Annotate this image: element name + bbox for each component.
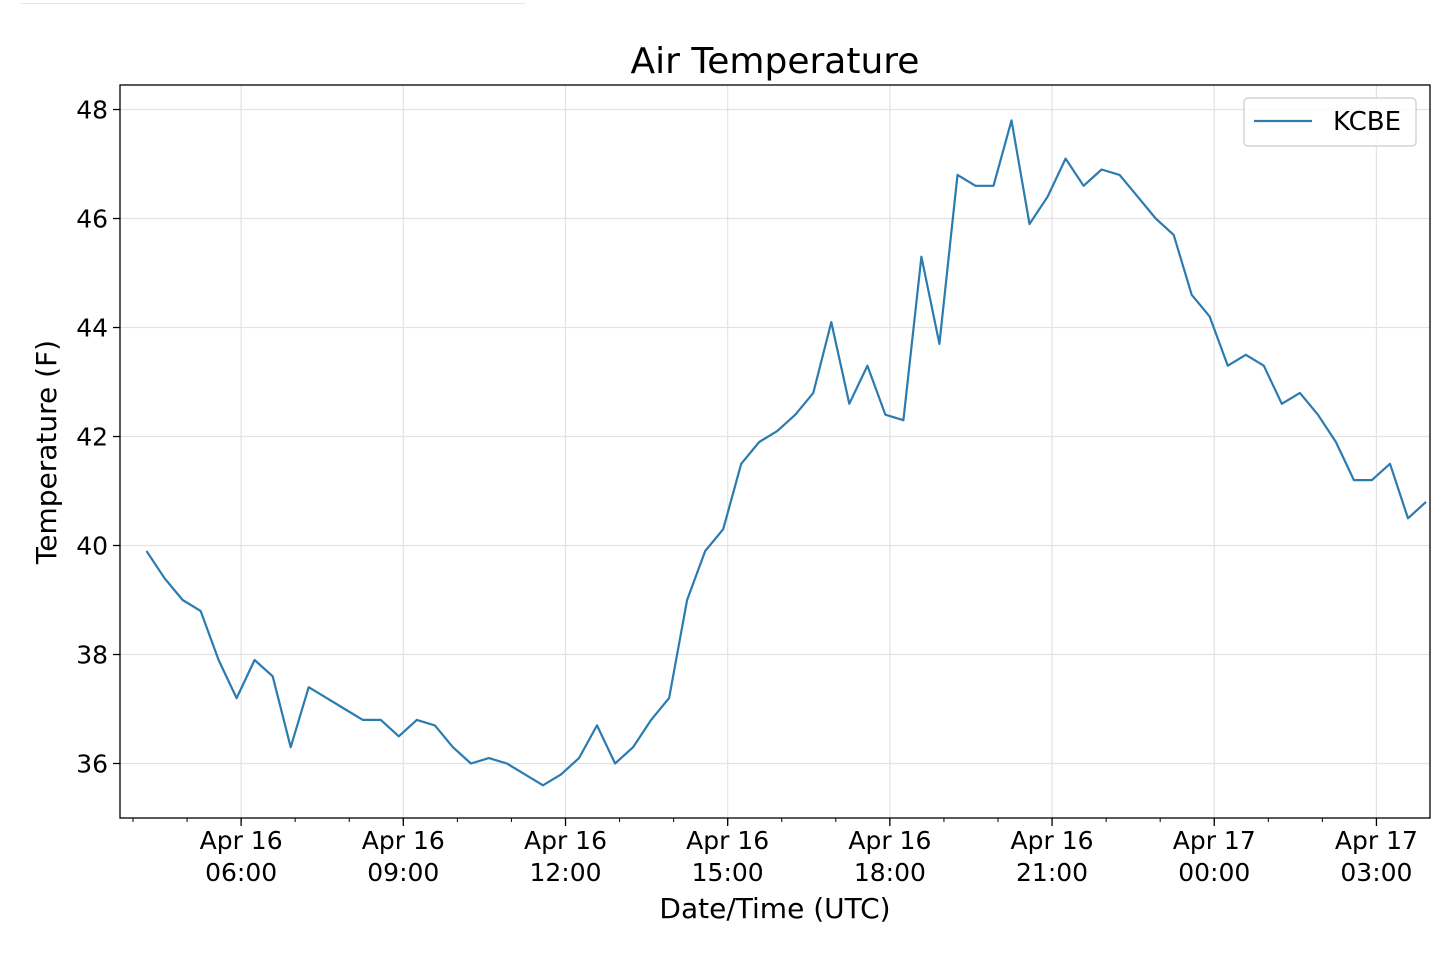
legend-box [1243,97,1417,147]
x-tick-label: Apr 17 [1173,826,1256,855]
grid-lines [120,85,1430,818]
x-tick-label: Apr 16 [200,826,283,855]
y-tick-label: 38 [76,641,108,670]
series-layer [145,119,1427,787]
x-tick-label: 03:00 [1340,858,1412,887]
x-tick-label: 15:00 [692,858,764,887]
x-tick-label: 12:00 [529,858,601,887]
y-tick-label: 42 [76,423,108,452]
y-tick-label: 40 [76,532,108,561]
x-tick-label: 09:00 [367,858,439,887]
chart-title: Air Temperature [631,41,920,82]
legend-label-kcbe: KCBE [1333,107,1401,137]
top-divider [20,3,525,4]
x-axis: Apr 16 06:00 Apr 16 09:00 Apr 16 12:00 Apr 16 1… [132,818,1418,887]
plot-frame [119,84,1431,819]
x-tick-label: Apr 16 [524,826,607,855]
x-tick-label: Apr 16 [1011,826,1094,855]
x-tick-label: Apr 16 [686,826,769,855]
y-axis-label: Temperature (F) [30,340,63,565]
y-tick-label: 44 [76,314,108,343]
series-line-kcbe [145,119,1427,787]
x-tick-label: 00:00 [1178,858,1250,887]
x-tick-label: 18:00 [854,858,926,887]
x-tick-label: Apr 16 [362,826,445,855]
x-tick-label: 21:00 [1016,858,1088,887]
y-axis: 36 38 40 42 44 46 48 [76,96,120,779]
legend: KCBE [1243,97,1417,147]
y-tick-label: 48 [76,96,108,125]
x-tick-label: 06:00 [205,858,277,887]
x-axis-label: Date/Time (UTC) [659,892,890,925]
x-tick-label: Apr 16 [848,826,931,855]
y-tick-label: 46 [76,205,108,234]
y-tick-label: 36 [76,750,108,779]
x-tick-label: Apr 17 [1335,826,1418,855]
